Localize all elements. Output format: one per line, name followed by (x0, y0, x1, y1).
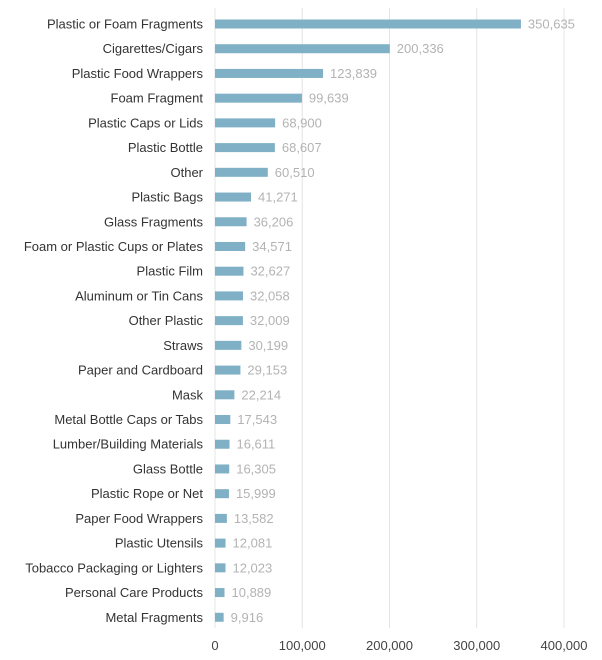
value-label: 16,305 (236, 461, 276, 476)
x-tick-label: 200,000 (366, 638, 413, 653)
category-label: Plastic Food Wrappers (72, 66, 204, 81)
value-label: 22,214 (241, 387, 281, 402)
x-tick-label: 100,000 (279, 638, 326, 653)
x-tick-label: 400,000 (541, 638, 588, 653)
category-label: Plastic Bags (131, 190, 203, 205)
bars (215, 19, 521, 622)
value-label: 123,839 (330, 66, 377, 81)
bar (215, 192, 252, 202)
bar (215, 612, 224, 622)
bar (215, 538, 226, 548)
value-labels: 350,635 200,336 123,839 99,639 68,900 68,607 6… (231, 17, 575, 625)
value-label: 350,635 (528, 17, 575, 32)
category-label: Metal Fragments (105, 610, 203, 625)
category-label: Glass Fragments (104, 214, 203, 229)
bar (215, 439, 230, 449)
category-label: Aluminum or Tin Cans (75, 288, 203, 303)
category-label: Foam or Plastic Cups or Plates (24, 239, 204, 254)
category-label: Personal Care Products (65, 585, 204, 600)
value-label: 32,627 (250, 264, 290, 279)
value-label: 36,206 (254, 214, 294, 229)
value-label: 34,571 (252, 239, 292, 254)
bar (215, 588, 225, 598)
bar (215, 93, 302, 103)
bar (215, 19, 521, 29)
bar (215, 167, 268, 177)
category-label: Foam Fragment (111, 91, 204, 106)
bar (215, 513, 227, 523)
bar (215, 563, 226, 573)
value-label: 10,889 (232, 585, 272, 600)
value-label: 68,607 (282, 140, 322, 155)
value-label: 17,543 (237, 412, 277, 427)
value-label: 32,009 (250, 313, 290, 328)
category-label: Plastic or Foam Fragments (47, 17, 204, 32)
bar (215, 241, 246, 251)
category-label: Plastic Bottle (128, 140, 203, 155)
bar (215, 365, 241, 375)
value-label: 60,510 (275, 165, 315, 180)
category-label: Tobacco Packaging or Lighters (25, 560, 203, 575)
x-tick-label: 0 (211, 638, 218, 653)
value-label: 30,199 (248, 338, 288, 353)
category-label: Straws (163, 338, 203, 353)
value-label: 32,058 (250, 288, 290, 303)
category-label: Plastic Caps or Lids (88, 115, 203, 130)
bar (215, 390, 235, 400)
category-label: Plastic Utensils (115, 536, 204, 551)
category-label: Other (170, 165, 203, 180)
value-label: 12,081 (233, 536, 273, 551)
x-tick-label: 300,000 (453, 638, 500, 653)
category-label: Other Plastic (129, 313, 204, 328)
x-axis-tick-labels: 0 100,000 200,000 300,000 400,000 (211, 638, 587, 653)
category-label: Paper Food Wrappers (75, 511, 203, 526)
category-label: Paper and Cardboard (78, 363, 203, 378)
bar (215, 143, 275, 153)
bar (215, 316, 243, 326)
category-labels: Plastic or Foam Fragments Cigarettes/Ciga… (24, 17, 204, 625)
category-label: Glass Bottle (133, 461, 203, 476)
category-label: Metal Bottle Caps or Tabs (54, 412, 203, 427)
category-label: Plastic Rope or Net (91, 486, 203, 501)
category-label: Lumber/Building Materials (53, 437, 204, 452)
category-label: Cigarettes/Cigars (103, 41, 204, 56)
value-label: 29,153 (247, 363, 287, 378)
bar (215, 464, 230, 474)
bar (215, 266, 244, 276)
bar (215, 68, 324, 78)
bar (215, 415, 231, 425)
category-label: Mask (172, 387, 204, 402)
value-label: 99,639 (309, 91, 349, 106)
bar (215, 217, 247, 227)
bar (215, 340, 242, 350)
category-label: Plastic Film (137, 264, 203, 279)
value-label: 200,336 (397, 41, 444, 56)
value-label: 15,999 (236, 486, 276, 501)
value-label: 13,582 (234, 511, 274, 526)
value-label: 68,900 (282, 115, 322, 130)
value-label: 9,916 (231, 610, 264, 625)
bar (215, 44, 390, 54)
value-label: 12,023 (232, 560, 272, 575)
value-label: 41,271 (258, 190, 298, 205)
bar (215, 118, 276, 128)
value-label: 16,611 (236, 437, 275, 452)
bar (215, 291, 243, 301)
bar (215, 489, 229, 499)
